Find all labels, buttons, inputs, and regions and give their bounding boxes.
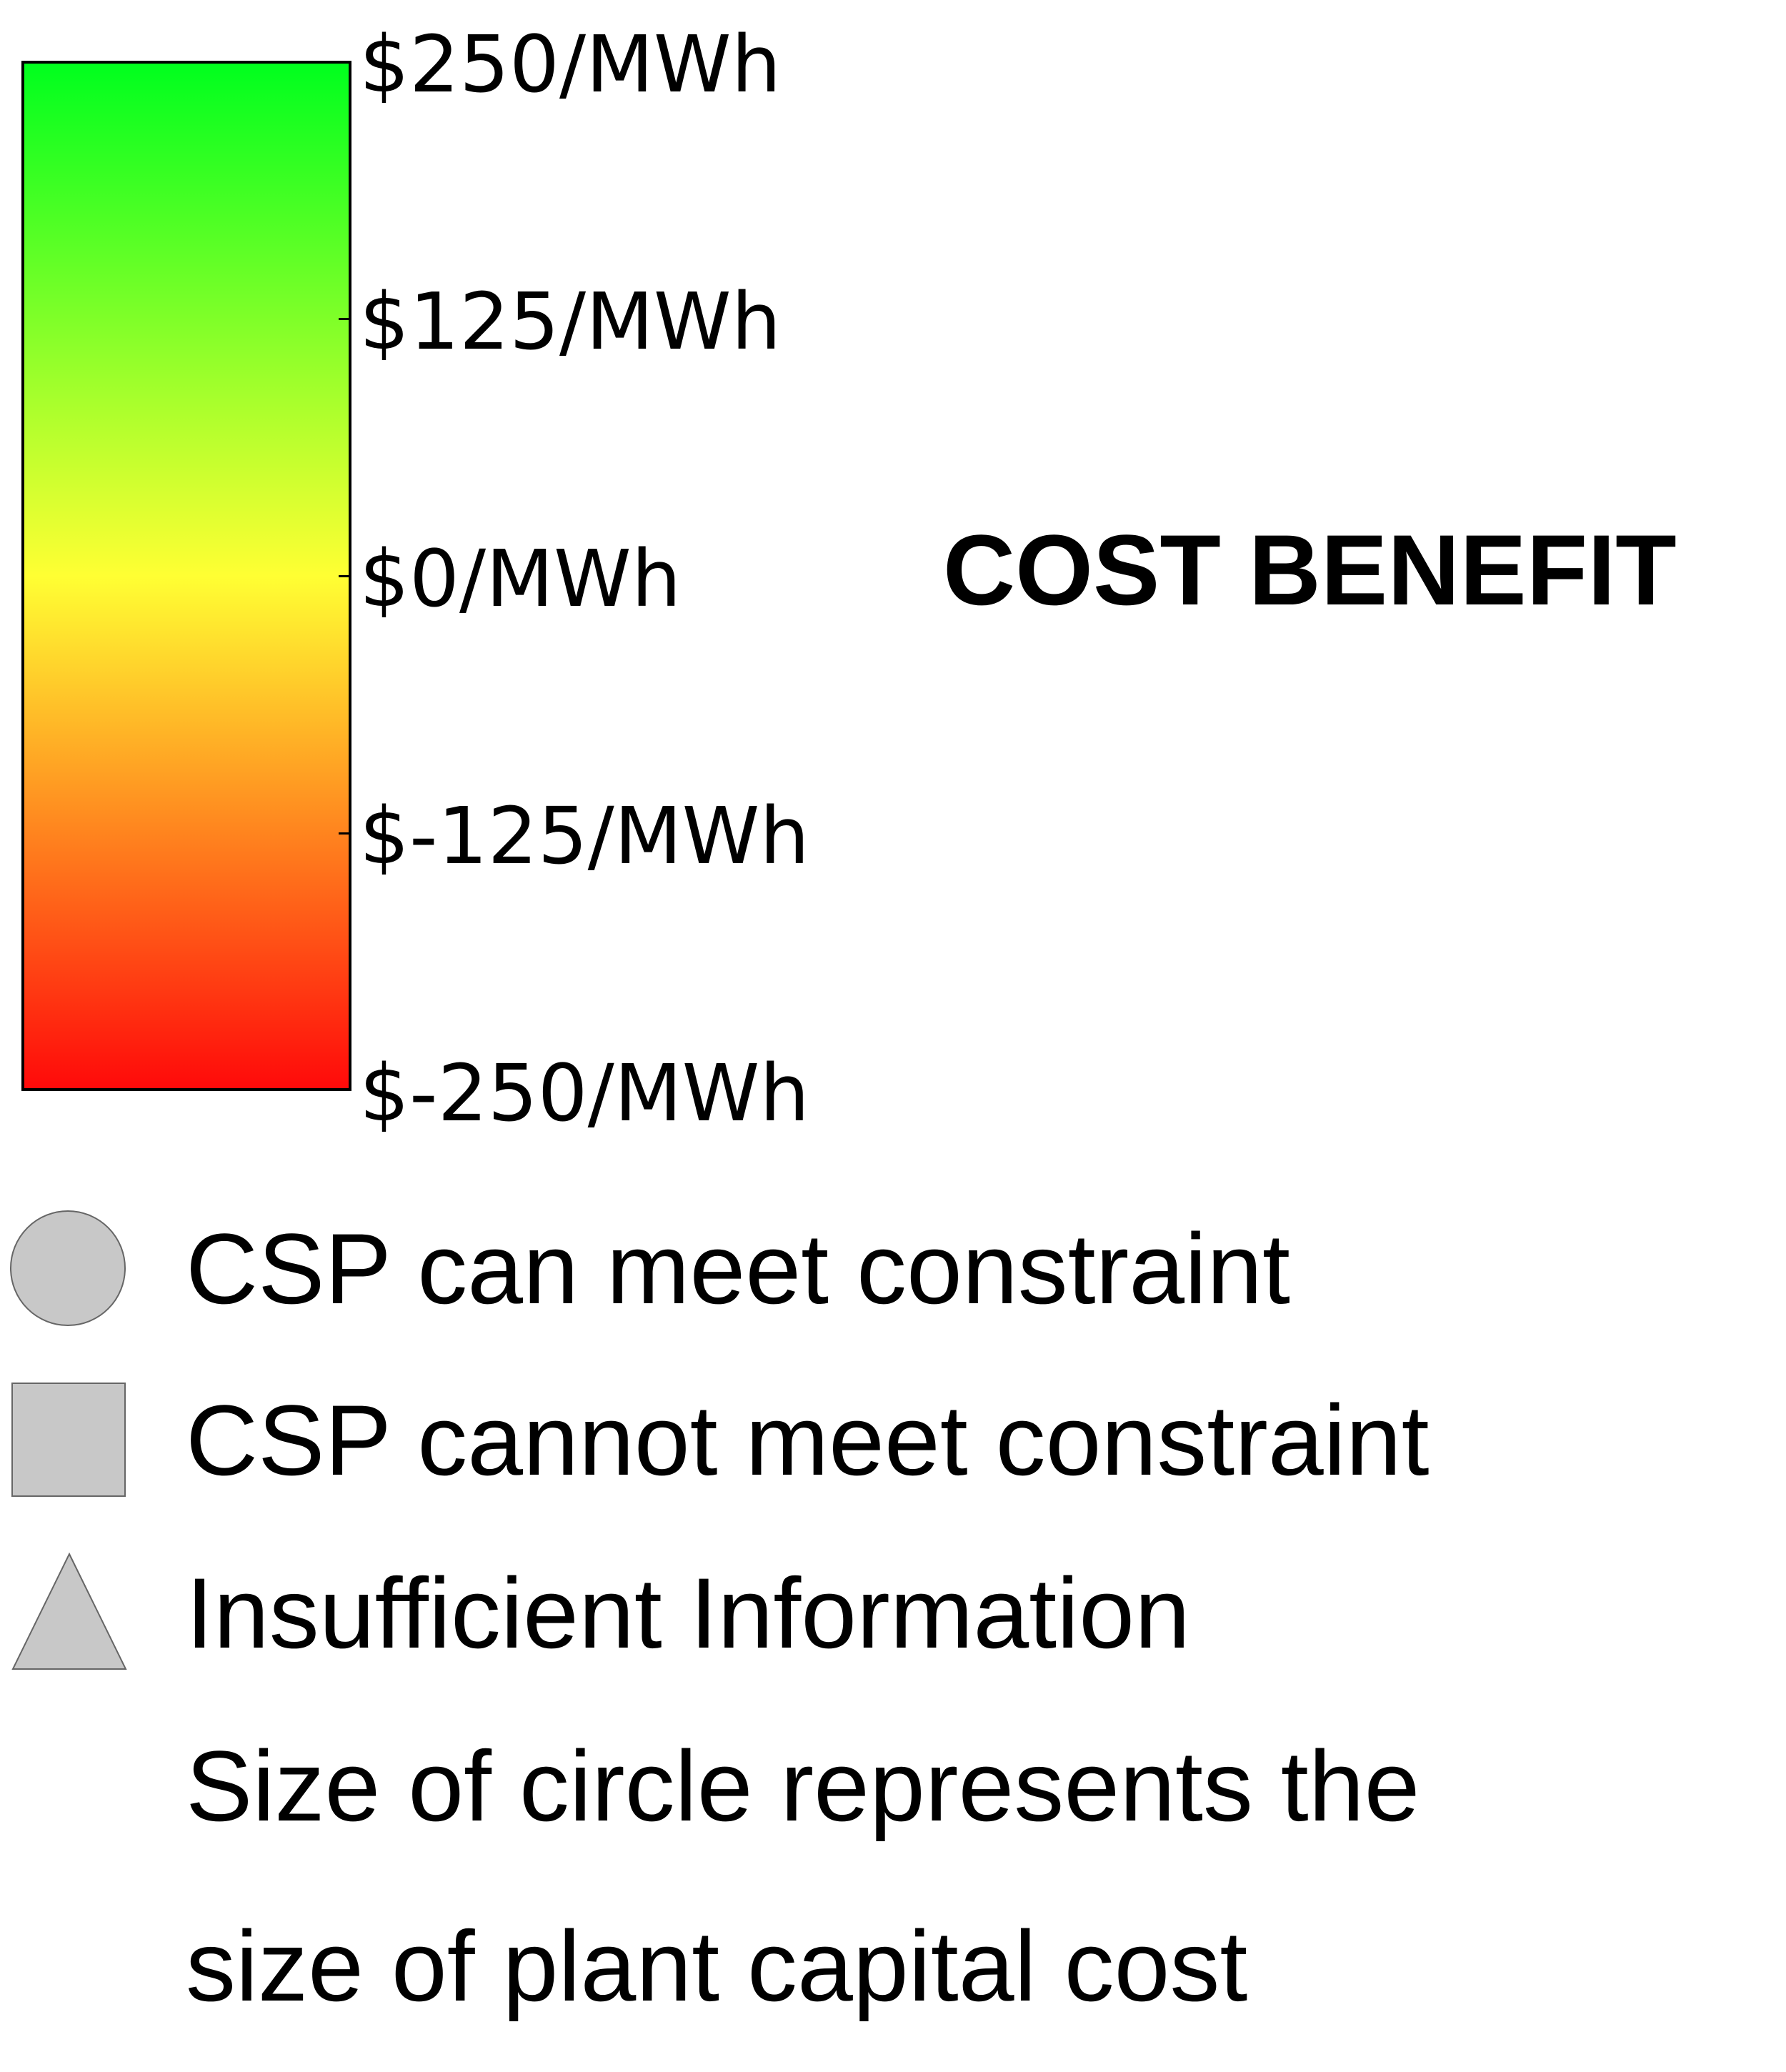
legend-note-line1: Size of circle represents the [186,1730,1420,1842]
colorbar [21,61,351,1091]
tick-mark-125 [339,318,351,320]
tick-mark-0 [339,575,351,577]
legend-item-can-meet: CSP can meet constraint [186,1212,1290,1325]
tick-label-neg250: $-250/MWh [359,1047,810,1139]
triangle-icon [11,1552,127,1670]
legend-item-cannot-meet: CSP cannot meet constraint [186,1384,1430,1496]
legend-note-line2: size of plant capital cost [186,1910,1248,2022]
tick-label-neg125: $-125/MWh [359,790,810,882]
legend-item-insufficient: Insufficient Information [186,1557,1190,1669]
tick-label-250: $250/MWh [359,19,782,110]
tick-label-125: $125/MWh [359,276,782,367]
page-title: COST BENEFIT [943,514,1677,626]
circle-icon [10,1210,126,1326]
square-icon [11,1383,126,1497]
tick-mark-neg125 [339,832,351,835]
tick-label-0: $0/MWh [359,533,682,624]
